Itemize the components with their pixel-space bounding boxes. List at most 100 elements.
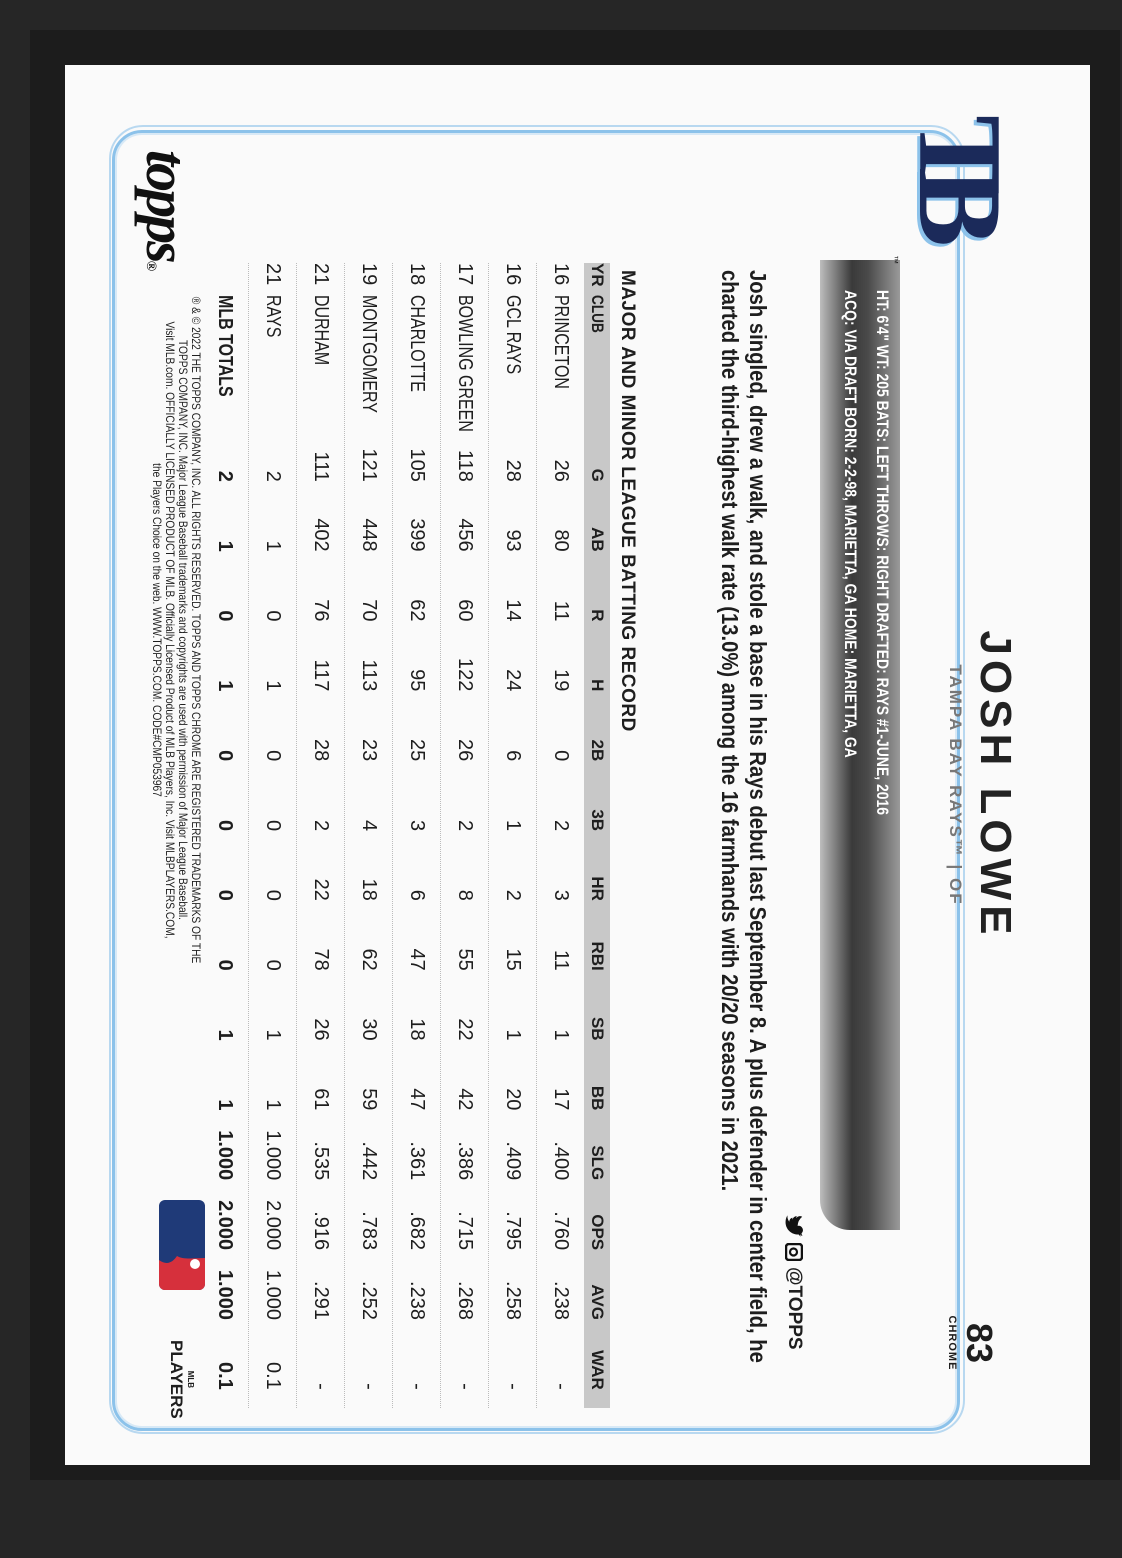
cell-bb: 20: [502, 1088, 524, 1111]
cell-rbi: 15: [502, 948, 524, 971]
team-position: TAMPA BAY RAYS™ | OF: [946, 664, 965, 906]
cell-ops: 2.000: [262, 1200, 284, 1251]
cell-g: 105: [406, 448, 428, 482]
cell-3b: 2: [550, 819, 572, 832]
cell-sb: 1: [214, 1029, 236, 1041]
club-name: CHARLOTTE: [406, 295, 428, 392]
club-name: DURHAM: [310, 295, 332, 366]
cell-avg: 1.000: [262, 1269, 284, 1320]
table-row: 17 BOWLING GREEN 118 456 60 122 26 2 8 55 22 42 .386…: [440, 263, 488, 1408]
cell-g: 2: [214, 470, 236, 482]
cell-g: 121: [358, 448, 380, 482]
table-row: 16 GCL RAYS 28 93 14 24 6 1 2 15 1 20 .409 .795 .258 -: [488, 263, 536, 1408]
club-name: PRINCETON: [550, 295, 572, 389]
mlb-logo: [159, 1200, 205, 1290]
club-name: MONTGOMERY: [358, 295, 380, 413]
cell-h: 117: [310, 659, 332, 692]
cell-r: 0: [214, 610, 236, 622]
cell-g: 26: [550, 459, 572, 482]
rays-tb-logo: TB: [894, 115, 1027, 220]
cell-slg: .386: [454, 1141, 476, 1181]
cell-h: 113: [358, 659, 380, 692]
legal-line: ® & © 2022 THE TOPPS COMPANY, INC. ALL R…: [189, 296, 203, 964]
table-row: 21 DURHAM 111 402 76 117 28 2 22 78 26 61.535.916.2…: [296, 263, 344, 1408]
cell-2b: 0: [262, 750, 284, 762]
cell-ops: .783: [358, 1211, 380, 1251]
cell-yr: 16: [550, 263, 572, 286]
cell-slg: .535: [310, 1141, 332, 1181]
table-header-row: YR CLUB G AB R H 2B 3B HR RBI SB BB SLG OPS AVG WAR: [584, 263, 610, 1408]
cell-hr: 6: [406, 889, 428, 901]
player-name: JOSH LOWE: [971, 630, 1020, 940]
twitter-icon: [785, 1215, 803, 1237]
social-handles: @TOPPS: [783, 1215, 805, 1350]
cell-hr: 0: [262, 889, 284, 901]
cell-yr: 21: [262, 263, 284, 286]
cell-r: 70: [358, 599, 380, 622]
cell-3b: 3: [406, 819, 428, 832]
cell-h: 19: [550, 669, 572, 692]
cell-ab: AB: [588, 527, 607, 552]
trademark: ™: [890, 255, 900, 264]
cell-bb: 47: [406, 1088, 428, 1111]
cell-war: -: [406, 1383, 428, 1390]
instagram-icon: [785, 1243, 803, 1261]
cell-rbi: RBI: [588, 941, 607, 971]
legal-line: Visit MLB.com. OFFICIALLY LICENSED PRODU…: [163, 321, 177, 939]
cell-bb: 42: [454, 1088, 476, 1111]
cell-slg: .409: [502, 1141, 524, 1181]
cell-ops: .715: [454, 1211, 476, 1251]
cell-g: 118: [454, 449, 476, 482]
cell-h: 122: [454, 658, 476, 692]
cell-2b: 0: [214, 750, 236, 762]
cell-club: MLB TOTALS: [213, 295, 236, 430]
cell-war: -: [310, 1383, 332, 1390]
cell-ab: 448: [358, 518, 380, 552]
cell-rbi: 62: [358, 948, 380, 971]
cell-h: 1: [214, 680, 236, 692]
cell-3b: 4: [358, 819, 380, 832]
cell-hr: 8: [454, 889, 476, 901]
legal-line: TOPPS COMPANY, INC. Major League Basebal…: [176, 340, 190, 920]
cell-slg: .442: [358, 1141, 380, 1181]
cell-2b: 28: [310, 738, 332, 762]
cell-club: RAYS: [261, 295, 284, 430]
player-blurb: Josh singled, drew a walk, and stole a b…: [716, 270, 772, 1410]
cell-ops: .916: [310, 1211, 332, 1251]
cell-bb: BB: [588, 1085, 607, 1111]
cell-r: R: [588, 609, 607, 622]
cell-slg: 1.000: [214, 1130, 236, 1181]
cell-club: PRINCETON: [549, 295, 572, 430]
record-title: MAJOR AND MINOR LEAGUE BATTING RECORD: [617, 270, 638, 732]
mlbpa-logo: MLB PLAYERS: [166, 1340, 195, 1419]
cell-hr: 18: [358, 878, 380, 901]
cell-hr: HR: [588, 876, 607, 901]
cell-sb: 1: [262, 1029, 284, 1041]
cell-war: 0.1: [214, 1362, 236, 1390]
cell-r: 0: [262, 610, 284, 622]
cell-h: 95: [406, 669, 428, 692]
bio-line-1: HT: 6'4" WT: 205 BATS: LEFT THROWS: RIGH…: [873, 290, 892, 816]
cell-avg: .238: [406, 1281, 428, 1320]
table-row: 18 CHARLOTTE 105 399 62 95 25 3 6 47 18 47.361.682.…: [392, 263, 440, 1408]
cell-war: WAR: [588, 1350, 607, 1390]
topps-logo: topps®: [134, 150, 199, 269]
cell-r: 11: [550, 600, 572, 622]
cell-avg: .291: [310, 1281, 332, 1320]
cell-sb: 26: [310, 1018, 332, 1041]
cell-2b: 26: [454, 738, 476, 762]
cell-avg: .252: [358, 1281, 380, 1320]
cell-yr: YR: [588, 263, 607, 287]
cell-slg: .361: [406, 1141, 428, 1181]
cell-ab: 1: [262, 540, 284, 552]
cell-sb: 1: [550, 1029, 572, 1041]
cell-slg: .400: [550, 1141, 572, 1181]
cell-hr: 0: [214, 889, 236, 901]
cell-r: 62: [406, 599, 428, 622]
cell-2b: 2B: [588, 739, 607, 762]
cell-yr: 18: [406, 263, 428, 286]
cell-ab: 402: [310, 518, 332, 552]
cell-yr: 19: [358, 263, 380, 286]
cell-war: -: [550, 1383, 572, 1390]
cell-sb: 1: [502, 1029, 524, 1041]
